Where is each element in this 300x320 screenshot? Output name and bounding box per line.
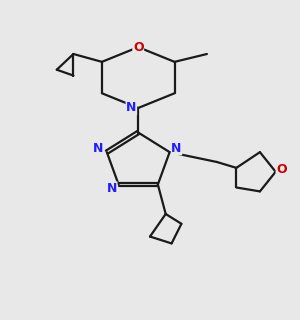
Text: N: N [171,142,182,155]
Text: N: N [126,101,136,115]
Text: O: O [276,163,287,176]
Text: N: N [93,142,103,155]
Text: O: O [133,41,143,54]
Text: N: N [106,182,117,195]
